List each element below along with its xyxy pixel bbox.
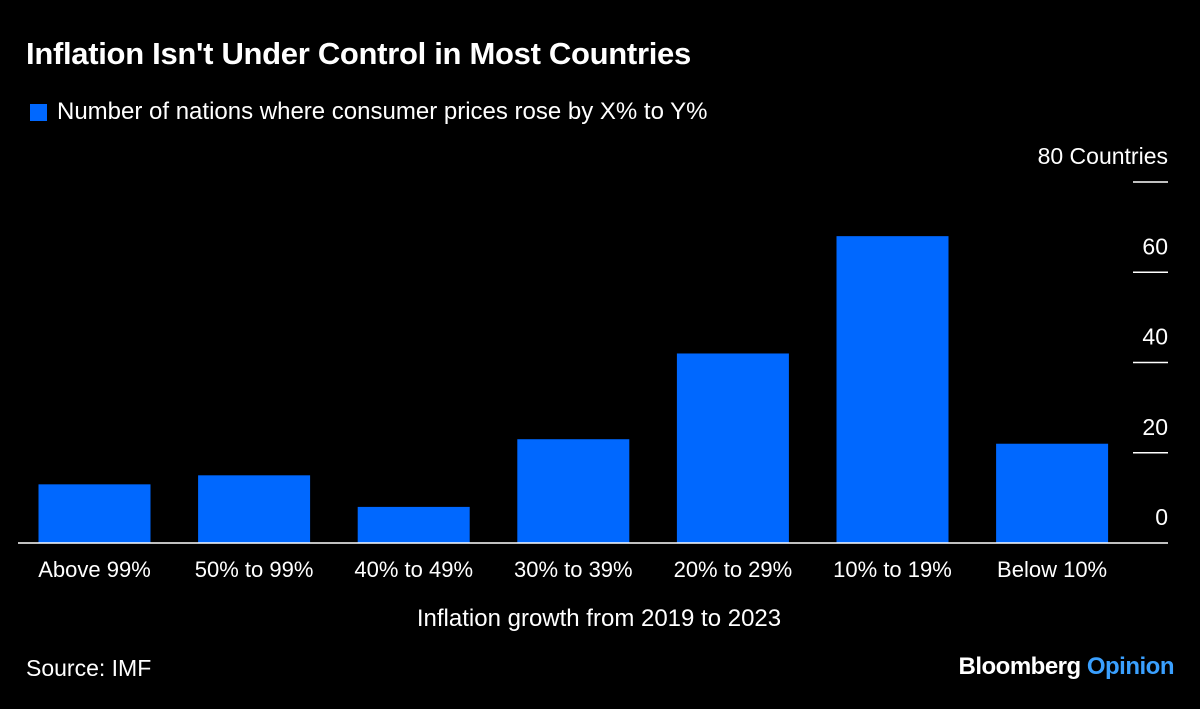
x-axis-title: Inflation growth from 2019 to 2023 [417,605,781,632]
y-tick-label-3: 60 [1142,233,1168,259]
x-tick-label-3: 30% to 39% [514,557,633,582]
chart-title: Inflation Isn't Under Control in Most Co… [26,36,691,71]
legend-label: Number of nations where consumer prices … [57,98,708,125]
x-tick-label-0: Above 99% [38,557,151,582]
bar-0 [38,484,151,543]
bar-5 [836,236,949,543]
bar-4 [676,353,789,543]
x-tick-label-5: 10% to 19% [833,557,952,582]
y-tick-label-2: 40 [1142,324,1168,350]
bar-2 [357,506,470,543]
x-tick-label-4: 20% to 29% [674,557,793,582]
source-note: Source: IMF [26,655,152,681]
bloomberg-opinion-logo: Bloomberg Opinion [959,653,1175,681]
y-tick-label-1: 20 [1142,414,1168,440]
y-tick-label-4: 80 Countries [1038,143,1168,169]
bar-1 [198,475,311,543]
y-tick-label-0: 0 [1155,504,1168,530]
x-tick-label-6: Below 10% [997,557,1107,582]
legend: Number of nations where consumer prices … [30,98,708,126]
brand-sub: Opinion [1086,653,1175,680]
x-tick-label-1: 50% to 99% [195,557,314,582]
legend-swatch [30,103,47,121]
brand-name: Bloomberg [958,653,1082,680]
x-tick-label-2: 40% to 49% [354,557,473,582]
bar-3 [517,439,630,543]
bar-6 [996,443,1109,543]
